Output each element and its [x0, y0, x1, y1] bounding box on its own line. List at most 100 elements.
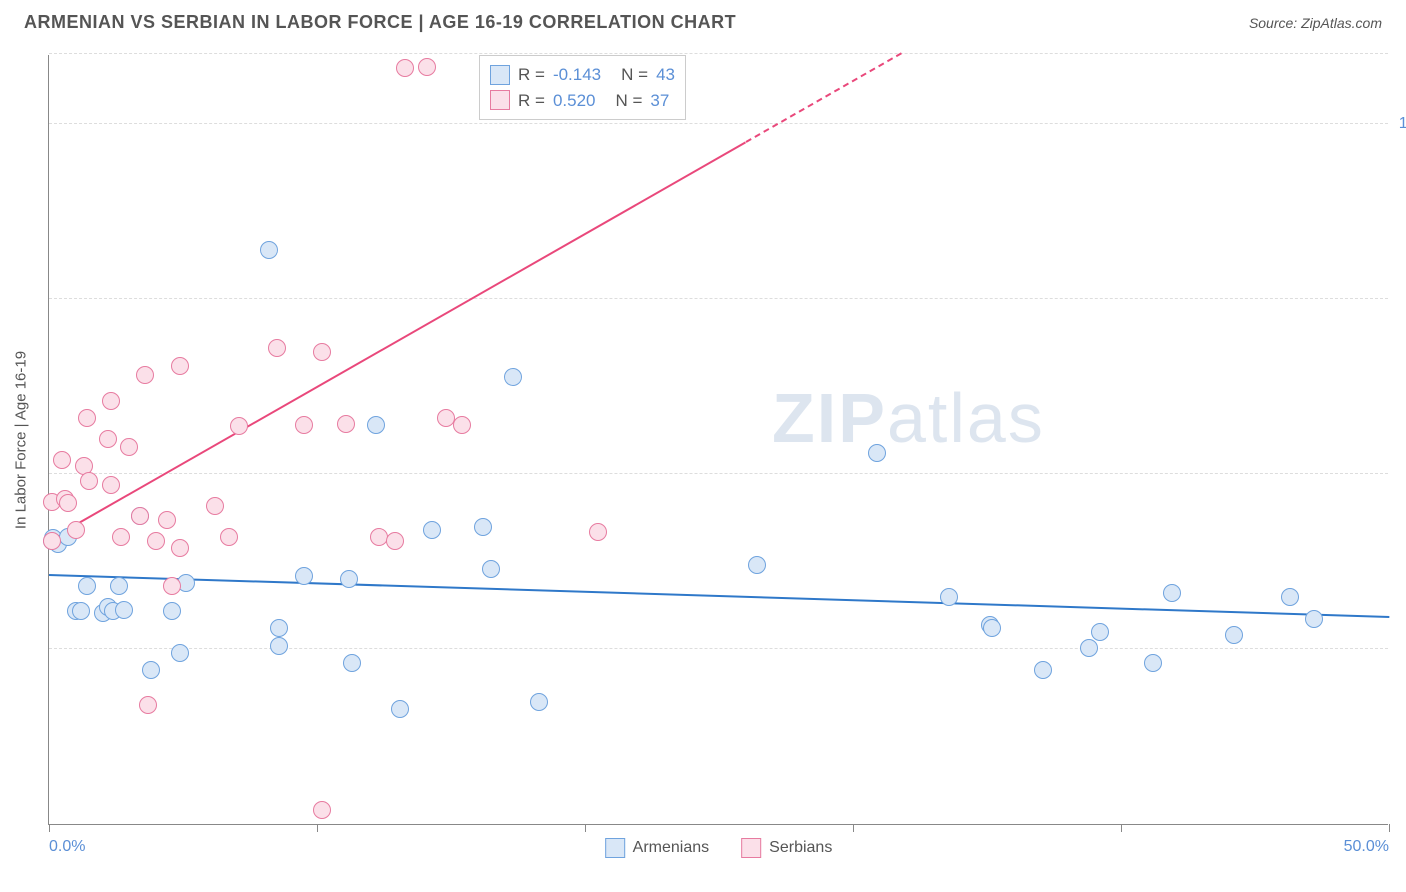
- gridline: [49, 473, 1388, 474]
- x-tick-label: 0.0%: [49, 838, 85, 856]
- gridline: [49, 53, 1388, 54]
- data-point: [1091, 623, 1109, 641]
- data-point: [1281, 588, 1299, 606]
- data-point: [171, 357, 189, 375]
- data-point: [295, 416, 313, 434]
- data-point: [340, 570, 358, 588]
- data-point: [530, 693, 548, 711]
- data-point: [313, 343, 331, 361]
- data-point: [270, 619, 288, 637]
- data-point: [43, 532, 61, 550]
- x-tick: [853, 824, 854, 832]
- r-value: -0.143: [553, 62, 601, 88]
- data-point: [142, 661, 160, 679]
- chart-header: ARMENIAN VS SERBIAN IN LABOR FORCE | AGE…: [0, 0, 1406, 45]
- data-point: [482, 560, 500, 578]
- y-tick-label: 100.0%: [1399, 115, 1406, 133]
- data-point: [158, 511, 176, 529]
- data-point: [1034, 661, 1052, 679]
- data-point: [868, 444, 886, 462]
- stats-swatch-icon: [490, 65, 510, 85]
- data-point: [268, 339, 286, 357]
- data-point: [1144, 654, 1162, 672]
- data-point: [367, 416, 385, 434]
- x-tick: [317, 824, 318, 832]
- data-point: [983, 619, 1001, 637]
- gridline: [49, 298, 1388, 299]
- trend-line: [745, 52, 901, 142]
- data-point: [131, 507, 149, 525]
- r-label: R =: [518, 88, 545, 114]
- data-point: [110, 577, 128, 595]
- data-point: [260, 241, 278, 259]
- data-point: [147, 532, 165, 550]
- data-point: [504, 368, 522, 386]
- data-point: [453, 416, 471, 434]
- data-point: [748, 556, 766, 574]
- stats-row: R = -0.143 N = 43: [490, 62, 675, 88]
- data-point: [337, 415, 355, 433]
- data-point: [230, 417, 248, 435]
- data-point: [53, 451, 71, 469]
- data-point: [391, 700, 409, 718]
- watermark-logo: ZIPatlas: [772, 378, 1045, 458]
- trend-line: [49, 141, 747, 540]
- correlation-stats-box: R =-0.143N =43R =0.520N =37: [479, 55, 686, 120]
- x-tick: [585, 824, 586, 832]
- data-point: [163, 577, 181, 595]
- data-point: [171, 539, 189, 557]
- n-label: N =: [615, 88, 642, 114]
- data-point: [112, 528, 130, 546]
- gridline: [49, 123, 1388, 124]
- data-point: [270, 637, 288, 655]
- data-point: [102, 476, 120, 494]
- x-tick-label: 50.0%: [1344, 838, 1389, 856]
- legend-label: Armenians: [633, 839, 709, 857]
- data-point: [220, 528, 238, 546]
- legend-label: Serbians: [769, 839, 832, 857]
- data-point: [1080, 639, 1098, 657]
- data-point: [313, 801, 331, 819]
- data-point: [295, 567, 313, 585]
- n-value: 43: [656, 62, 675, 88]
- data-point: [72, 602, 90, 620]
- n-value: 37: [650, 88, 669, 114]
- data-point: [136, 366, 154, 384]
- data-point: [163, 602, 181, 620]
- data-point: [386, 532, 404, 550]
- r-value: 0.520: [553, 88, 596, 114]
- data-point: [1305, 610, 1323, 628]
- stats-swatch-icon: [490, 90, 510, 110]
- legend-swatch-icon: [741, 838, 761, 858]
- data-point: [115, 601, 133, 619]
- legend-item-serbians: Serbians: [741, 838, 832, 858]
- data-point: [396, 59, 414, 77]
- data-point: [418, 58, 436, 76]
- data-point: [589, 523, 607, 541]
- data-point: [59, 494, 77, 512]
- r-label: R =: [518, 62, 545, 88]
- chart-title: ARMENIAN VS SERBIAN IN LABOR FORCE | AGE…: [24, 12, 736, 33]
- data-point: [423, 521, 441, 539]
- data-point: [120, 438, 138, 456]
- correlation-chart: In Labor Force | Age 16-19 ZIPatlas R =-…: [48, 55, 1388, 825]
- n-label: N =: [621, 62, 648, 88]
- data-point: [78, 409, 96, 427]
- data-point: [139, 696, 157, 714]
- stats-row: R = 0.520 N = 37: [490, 88, 675, 114]
- y-axis-label: In Labor Force | Age 16-19: [13, 350, 30, 528]
- legend-swatch-icon: [605, 838, 625, 858]
- data-point: [1163, 584, 1181, 602]
- data-point: [206, 497, 224, 515]
- source-credit: Source: ZipAtlas.com: [1249, 15, 1382, 31]
- series-legend: Armenians Serbians: [605, 838, 833, 858]
- data-point: [80, 472, 98, 490]
- data-point: [67, 521, 85, 539]
- x-tick: [49, 824, 50, 832]
- data-point: [78, 577, 96, 595]
- x-tick: [1121, 824, 1122, 832]
- data-point: [171, 644, 189, 662]
- trend-line: [49, 574, 1389, 618]
- data-point: [370, 528, 388, 546]
- data-point: [102, 392, 120, 410]
